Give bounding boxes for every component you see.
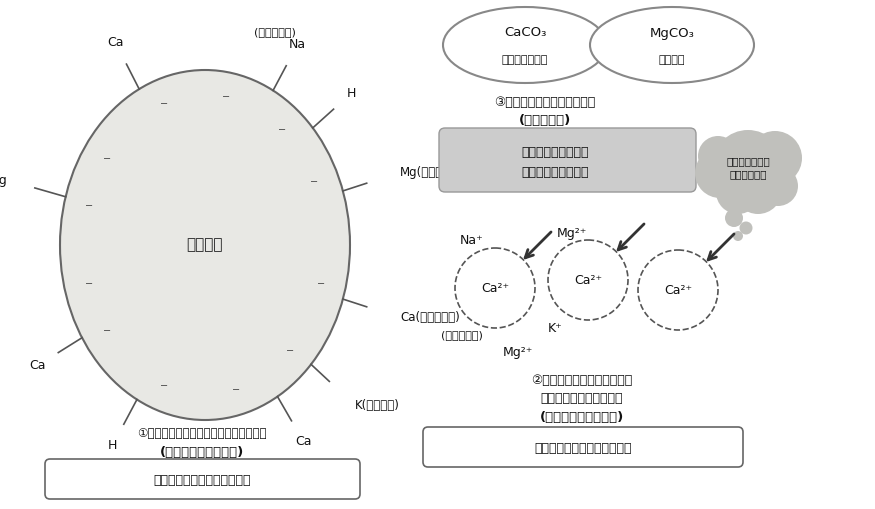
Text: −: − bbox=[160, 99, 168, 109]
Circle shape bbox=[712, 130, 784, 202]
Text: Ca: Ca bbox=[295, 435, 311, 448]
Ellipse shape bbox=[60, 70, 350, 420]
Text: (カルシウム): (カルシウム) bbox=[441, 330, 483, 340]
Text: Ca²⁺: Ca²⁺ bbox=[574, 273, 602, 287]
Text: Ca: Ca bbox=[30, 359, 46, 372]
Text: カルシウムのたくわえ＝豐金: カルシウムのたくわえ＝豐金 bbox=[153, 473, 251, 487]
Circle shape bbox=[455, 248, 535, 328]
Text: (＝交換性カルシウム): (＝交換性カルシウム) bbox=[160, 445, 244, 459]
Text: 作物はこのカル
シウムを吸う: 作物はこのカル シウムを吸う bbox=[726, 156, 770, 180]
Text: に溶けているカルシウム: に溶けているカルシウム bbox=[541, 391, 623, 405]
Text: −: − bbox=[286, 346, 294, 356]
Circle shape bbox=[548, 240, 628, 320]
Circle shape bbox=[725, 209, 743, 227]
Text: Ca(カルシウム): Ca(カルシウム) bbox=[400, 311, 459, 324]
Text: (＝難溶性塩): (＝難溶性塩) bbox=[519, 114, 571, 127]
Text: Ca²⁺: Ca²⁺ bbox=[664, 284, 692, 297]
Ellipse shape bbox=[443, 7, 607, 83]
Text: Mg: Mg bbox=[0, 174, 8, 187]
FancyBboxPatch shape bbox=[45, 459, 360, 499]
Text: (＝水溶性カルシウム): (＝水溶性カルシウム) bbox=[540, 410, 624, 423]
Text: −: − bbox=[102, 326, 111, 336]
Text: すぐに利用できない: すぐに利用できない bbox=[522, 165, 589, 179]
Text: Mg(マグネシウム): Mg(マグネシウム) bbox=[400, 166, 469, 179]
Circle shape bbox=[698, 136, 738, 176]
Text: H: H bbox=[346, 87, 356, 100]
Text: 苦土石灰: 苦土石灰 bbox=[659, 55, 685, 65]
Text: −: − bbox=[317, 279, 325, 289]
Text: K(カリウム): K(カリウム) bbox=[355, 399, 400, 412]
Ellipse shape bbox=[590, 7, 754, 83]
Circle shape bbox=[734, 166, 782, 214]
Text: H: H bbox=[108, 439, 117, 452]
Text: −: − bbox=[221, 92, 230, 102]
Text: CaCO₃: CaCO₃ bbox=[504, 26, 546, 40]
FancyBboxPatch shape bbox=[439, 128, 696, 192]
Text: −: − bbox=[310, 177, 318, 187]
Text: Mg²⁺: Mg²⁺ bbox=[556, 228, 587, 240]
Text: 溶けにくく，作物が: 溶けにくく，作物が bbox=[522, 146, 589, 158]
Text: ②土の中の水分（土壌溶液）: ②土の中の水分（土壌溶液） bbox=[531, 374, 633, 386]
Circle shape bbox=[733, 231, 743, 241]
Text: Ca²⁺: Ca²⁺ bbox=[481, 281, 509, 295]
Circle shape bbox=[758, 166, 798, 206]
Circle shape bbox=[748, 131, 802, 185]
Text: −: − bbox=[85, 279, 93, 289]
FancyBboxPatch shape bbox=[423, 427, 743, 467]
Text: 炭酸カルシウム: 炭酸カルシウム bbox=[502, 55, 548, 65]
Text: 土の粒子: 土の粒子 bbox=[186, 238, 223, 252]
Text: ①土の粒子にくっついているカルシウム: ①土の粒子にくっついているカルシウム bbox=[137, 427, 267, 439]
Text: −: − bbox=[102, 154, 111, 164]
Text: Na⁺: Na⁺ bbox=[460, 234, 484, 246]
Text: ③水に溶けにくいカルシウム: ③水に溶けにくいカルシウム bbox=[494, 96, 596, 108]
Text: Mg²⁺: Mg²⁺ bbox=[503, 346, 533, 358]
Text: K⁺: K⁺ bbox=[548, 322, 563, 334]
Circle shape bbox=[739, 221, 752, 235]
Text: (ナトリウム): (ナトリウム) bbox=[255, 27, 296, 37]
Text: Ca: Ca bbox=[108, 36, 124, 49]
Circle shape bbox=[695, 148, 745, 198]
Circle shape bbox=[638, 250, 718, 330]
Text: −: − bbox=[160, 381, 168, 391]
Text: 作物がすぐに利用可能＝現金: 作物がすぐに利用可能＝現金 bbox=[535, 441, 632, 455]
Text: −: − bbox=[232, 385, 240, 395]
Text: MgCO₃: MgCO₃ bbox=[649, 26, 695, 40]
Text: Na: Na bbox=[289, 38, 306, 51]
Circle shape bbox=[716, 170, 760, 214]
Text: −: − bbox=[85, 201, 93, 211]
Text: −: − bbox=[278, 125, 286, 135]
